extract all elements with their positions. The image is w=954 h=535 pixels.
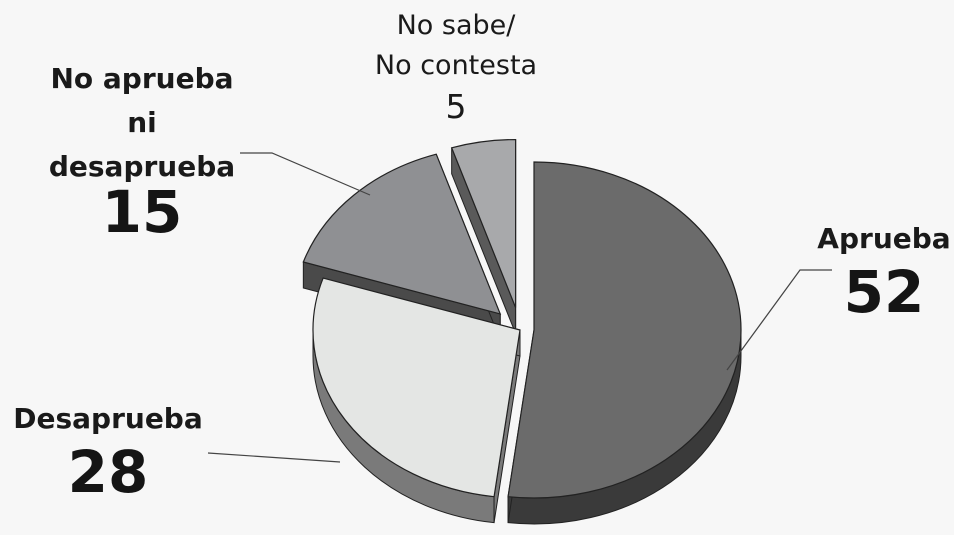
slice-value-1: 28 [68,438,149,506]
leader-line-2 [240,152,371,196]
slice-value-0: 52 [844,258,925,326]
slice-label-3-line-1: No contesta [375,50,537,81]
pie-slice-1 [312,277,521,498]
pie-slice-3 [450,138,517,308]
slice-value-2: 15 [102,178,183,246]
pie-slice-0 [507,161,742,499]
slice-label-1-line-0: Desaprueba [13,402,203,435]
slice-label-3-line-0: No sabe/ [397,10,517,41]
slice-label-0-line-0: Aprueba [817,222,950,255]
slice-value-3: 5 [446,87,467,126]
leader-line-0 [726,269,832,371]
slice-label-2-line-2: desaprueba [49,150,235,183]
slice-label-2-line-1: ni [127,106,157,139]
leader-line-1 [207,452,341,463]
slice-label-2-line-0: No aprueba [50,62,233,95]
pie-slice-2 [302,153,502,315]
